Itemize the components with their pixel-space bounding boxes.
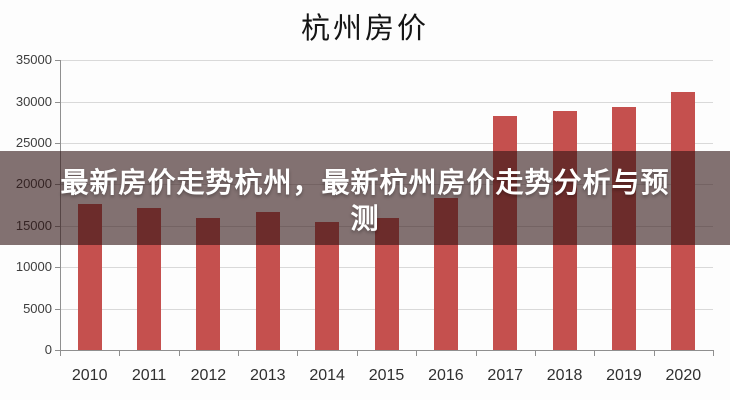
y-axis-tick: [55, 350, 60, 351]
x-axis-tick: [60, 351, 61, 356]
gridline: [60, 143, 713, 144]
x-axis-tick: [713, 351, 714, 356]
headline-line-1: 最新房价走势杭州，最新杭州房价走势分析与预: [60, 167, 670, 198]
y-axis-label: 35000: [15, 52, 52, 68]
x-axis-label-2010: 2010: [71, 367, 108, 384]
x-axis-label-2020: 2020: [665, 367, 702, 384]
gridline: [60, 60, 713, 62]
x-axis-line: [58, 350, 714, 351]
x-axis-tick: [475, 351, 477, 356]
x-axis-tick: [594, 351, 596, 356]
x-axis-label-2018: 2018: [546, 367, 583, 384]
headline-overlay: 最新房价走势杭州，最新杭州房价走势分析与预 测: [0, 151, 730, 245]
y-axis-tick: [55, 308, 60, 310]
y-axis-label: 0: [44, 342, 52, 357]
x-axis-label-2013: 2013: [249, 367, 286, 384]
x-axis-tick: [653, 351, 655, 356]
y-axis-tick: [55, 143, 60, 144]
y-axis-tick: [55, 101, 60, 103]
x-axis-tick: [119, 351, 121, 356]
gridline: [60, 101, 713, 103]
x-axis-label-2016: 2016: [428, 367, 464, 384]
y-axis-tick: [55, 267, 60, 269]
headline-line-2: 测: [350, 203, 380, 234]
x-axis-tick: [356, 351, 358, 356]
y-axis-tick: [55, 60, 60, 62]
y-axis-label: 25000: [15, 135, 52, 150]
x-axis-label-2014: 2014: [309, 367, 345, 384]
y-axis-label: 30000: [15, 93, 52, 109]
x-axis-label-2019: 2019: [606, 367, 642, 384]
x-axis-label-2012: 2012: [190, 367, 227, 384]
x-axis-tick: [534, 351, 536, 356]
x-axis-tick: [416, 351, 418, 356]
x-axis-tick: [297, 351, 299, 356]
x-axis-label-2011: 2011: [131, 367, 167, 384]
x-axis-label-2015: 2015: [368, 367, 405, 384]
x-axis-tick: [238, 351, 240, 356]
y-axis-label: 5000: [23, 300, 52, 316]
x-axis-tick: [178, 351, 180, 356]
x-axis-label-2017: 2017: [487, 367, 524, 384]
chart-title: 杭州房价: [300, 13, 429, 45]
y-axis-label: 10000: [15, 259, 52, 275]
